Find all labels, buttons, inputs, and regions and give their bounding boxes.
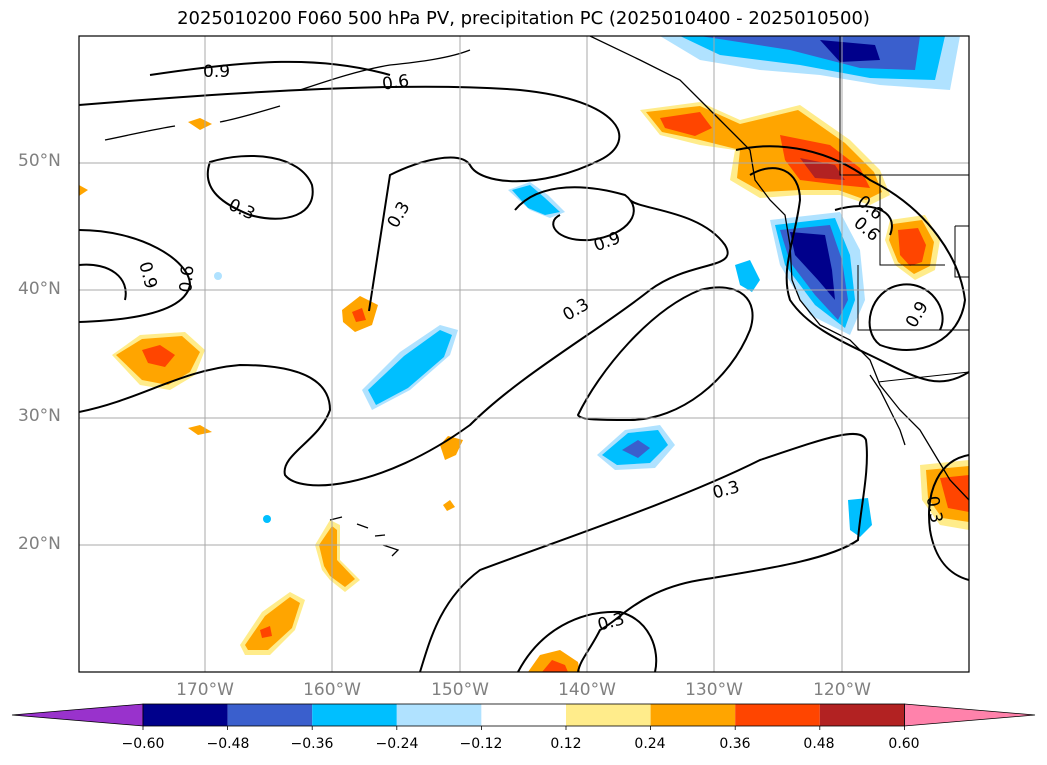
contour-label: 0.9	[134, 260, 160, 291]
negative-precip-anomalies	[214, 36, 960, 537]
contour-label: 0.3	[384, 198, 415, 231]
lat-label: 40°N	[18, 279, 61, 299]
colorbar-tick-label: 0.36	[719, 736, 751, 752]
lat-label: 30°N	[18, 406, 61, 426]
contour-label: 0.3	[922, 495, 946, 525]
colorbar-tick-label: 0.48	[803, 736, 835, 752]
colorbar-tick-label: −0.24	[375, 736, 419, 752]
contour-label: 0.6	[381, 71, 411, 95]
map-frame	[78, 35, 970, 673]
boundaries	[839, 36, 969, 383]
lon-label: 120°W	[813, 680, 871, 700]
contour-label: 0.9	[203, 62, 230, 82]
lon-label: 140°W	[558, 680, 616, 700]
colorbar-tick-label: −0.48	[206, 736, 250, 752]
colorbar-tick-label: 0.12	[550, 736, 582, 752]
colorbar-tick-label: −0.36	[290, 736, 334, 752]
colorbar-tick-label: 0.60	[888, 736, 920, 752]
lon-label: 170°W	[176, 680, 234, 700]
map-title: 2025010200 F060 500 hPa PV, precipitatio…	[177, 8, 870, 29]
lat-label: 50°N	[18, 151, 61, 171]
colorbar-tick-label: −0.12	[459, 736, 503, 752]
lon-label: 160°W	[303, 680, 361, 700]
contour-label: 0.3	[560, 295, 593, 326]
lon-label: 150°W	[431, 680, 489, 700]
pv-contours	[79, 60, 969, 672]
colorbar-tick-label: −0.60	[121, 736, 165, 752]
contour-label: 0.9	[902, 298, 933, 331]
colorbar-tick-label: 0.24	[634, 736, 666, 752]
gridlines	[79, 36, 969, 672]
coastlines	[104, 36, 969, 557]
contour-label: 0.3	[225, 195, 258, 225]
lat-label: 20°N	[18, 534, 61, 554]
lon-label: 130°W	[685, 680, 743, 700]
positive-precip-anomalies	[79, 102, 969, 672]
contour-label: 0.6	[176, 265, 198, 294]
